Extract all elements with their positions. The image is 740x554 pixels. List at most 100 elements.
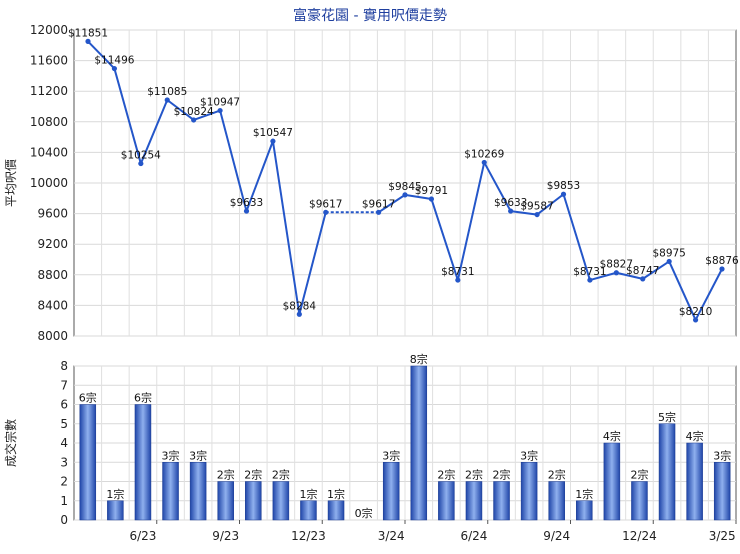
volume-bar: [245, 481, 262, 521]
volume-bar: [603, 442, 621, 521]
price-point-label: $10269: [464, 148, 504, 160]
volume-y-axis-label: 成交宗數: [3, 419, 18, 467]
volume-bar-label: 4宗: [686, 429, 704, 443]
volume-bar-label: 2宗: [630, 468, 648, 482]
price-y-tick-label: 9600: [37, 207, 68, 221]
price-segment: [694, 268, 723, 321]
volume-bar-label: 1宗: [575, 487, 593, 501]
volume-y-tick-label: 3: [60, 455, 68, 469]
x-axis-ticks: 6/23 9/23 12/23 3/24 6/24 9/24 12/24 3/25: [129, 520, 737, 543]
volume-bar-label: 3宗: [162, 448, 180, 462]
price-y-axis-label: 平均呎價: [4, 159, 18, 207]
volume-y-tick-label: 5: [60, 417, 68, 431]
price-segment: [483, 161, 512, 212]
volume-y-ticks: 0 1 2 3 4 5 6 7 8: [60, 359, 68, 527]
volume-y-tick-label: 8: [60, 359, 68, 373]
price-point-label: $8284: [283, 300, 317, 312]
price-point: [402, 192, 408, 198]
price-segment: [510, 210, 538, 216]
volume-bar-label: 2宗: [217, 468, 235, 482]
price-segment: [456, 162, 486, 281]
price-point-label: $8827: [600, 259, 633, 271]
price-point-label: $9587: [520, 201, 553, 213]
volume-bar-label: 0宗: [355, 506, 373, 520]
price-point-label: $9853: [547, 180, 580, 192]
price-point-label: $8975: [652, 247, 685, 259]
x-tick-label: 9/23: [212, 529, 239, 543]
volume-bar-label: 3宗: [382, 448, 400, 462]
volume-bar-labels: 6宗 1宗 6宗 3宗 3宗 2宗 2宗 2宗 1宗 1宗 0宗 3宗 8宗 2宗 2宗 2宗 3宗 2宗 1宗 4宗…: [79, 352, 731, 520]
volume-grid: [74, 365, 736, 521]
price-segment: [298, 212, 327, 315]
x-tick-label: 12/24: [622, 529, 657, 543]
price-y-tick-label: 8000: [37, 329, 68, 343]
volume-bar-label: 6宗: [134, 391, 152, 405]
volume-bar: [382, 462, 400, 521]
chart-title: 富豪花園 - 實用呎價走勢: [293, 7, 447, 24]
price-segment: [430, 198, 459, 281]
volume-bar-label: 4宗: [603, 429, 621, 443]
volume-bar: [272, 481, 290, 521]
volume-bars: [79, 365, 731, 521]
price-point-labels: $11851 $11496 $10254 $11085 $10824$10947 $963…: [68, 27, 739, 318]
price-y-tick-label: 10000: [30, 176, 68, 190]
price-segment: [642, 260, 670, 280]
price-point-label: $8747: [626, 265, 659, 277]
volume-bar: [713, 462, 731, 521]
price-y-ticks: 8000 8400 8800 9200 9600 10000 10400 10800 11200…: [30, 23, 68, 343]
volume-bar: [465, 481, 483, 521]
price-point-label: $8210: [679, 306, 712, 318]
price-point-label: $9845: [388, 181, 421, 193]
price-point-label: $11851: [68, 27, 108, 39]
price-point-label: $9633: [494, 197, 527, 209]
price-point-label: $11496: [94, 55, 134, 67]
price-segment: [404, 193, 432, 200]
price-segment: [245, 140, 274, 212]
volume-bar: [79, 404, 97, 521]
price-segment: [219, 110, 248, 212]
volume-bar-label: 8宗: [410, 352, 428, 366]
price-segment: [193, 109, 221, 121]
volume-bar: [631, 481, 648, 521]
price-point: [719, 266, 725, 272]
volume-bar: [217, 481, 234, 521]
price-point-label: $8731: [441, 266, 474, 278]
price-segment: [113, 68, 142, 164]
volume-bar: [576, 500, 593, 521]
volume-bar: [162, 462, 179, 521]
volume-bar-label: 1宗: [327, 487, 345, 501]
volume-bar: [327, 500, 345, 521]
volume-bar: [410, 365, 428, 521]
price-point-label: $9617: [362, 198, 395, 210]
price-segment: [87, 40, 116, 70]
volume-bar-label: 2宗: [272, 468, 290, 482]
price-y-tick-label: 8800: [37, 268, 68, 282]
price-y-tick-label: 10800: [30, 115, 68, 129]
price-y-tick-label: 9200: [37, 237, 68, 251]
price-y-tick-label: 11200: [30, 84, 68, 98]
x-tick-label: 3/25: [709, 529, 736, 543]
volume-bar-label: 2宗: [437, 468, 455, 482]
volume-bar-label: 3宗: [189, 448, 207, 462]
price-segment: [562, 193, 591, 281]
volume-bar: [548, 481, 565, 521]
volume-bar: [686, 442, 703, 521]
volume-y-tick-label: 2: [60, 475, 68, 489]
price-y-tick-label: 11600: [30, 54, 68, 68]
volume-bar: [658, 423, 676, 521]
price-segment: [139, 99, 169, 164]
volume-bar: [438, 481, 455, 521]
x-tick-label: 6/23: [129, 529, 156, 543]
price-point-label: $8731: [573, 266, 606, 278]
volume-bar-label: 2宗: [465, 468, 483, 482]
volume-bar-label: 1宗: [299, 487, 317, 501]
price-y-tick-label: 10400: [30, 145, 68, 159]
price-point-label: $10947: [200, 97, 240, 109]
volume-y-tick-label: 7: [60, 378, 68, 392]
price-segment: [616, 271, 643, 280]
price-point-label: $8876: [705, 255, 739, 267]
volume-panel: 0 1 2 3 4 5 6 7 8 成交宗數 6宗 1宗 6宗 3宗 3宗 2宗 2宗 2宗 1宗 1宗 0宗 3宗 8…: [3, 352, 737, 543]
price-point: [270, 138, 276, 144]
